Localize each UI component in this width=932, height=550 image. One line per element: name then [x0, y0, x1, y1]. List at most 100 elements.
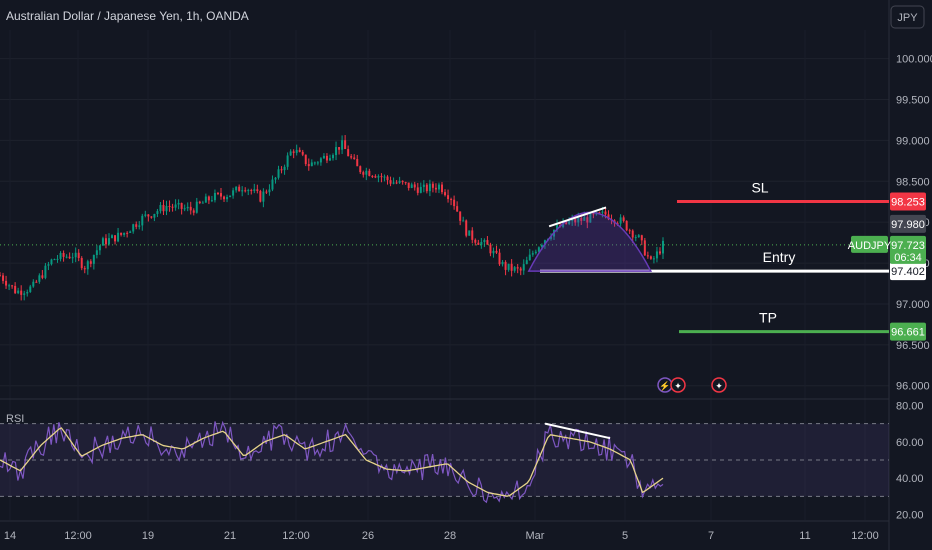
candle-body [86, 261, 89, 270]
candle-body [468, 230, 471, 236]
candle-body [592, 213, 595, 215]
candle-body [577, 217, 580, 223]
candle-body [477, 242, 480, 245]
candle-body [174, 204, 177, 208]
candle-body [374, 176, 377, 178]
candle-body [83, 268, 86, 270]
candle-body [186, 206, 189, 209]
rsi-tick: 60.00 [896, 437, 924, 449]
candle-body [80, 257, 83, 269]
currency-button[interactable]: JPY [890, 5, 925, 29]
au-flag-icon-glyph: ✦ [674, 381, 682, 391]
candle-body [89, 261, 92, 264]
candle-body [556, 225, 559, 230]
last-price-tag: 97.723 [891, 240, 925, 252]
candle-body [504, 261, 507, 270]
price-tags: 98.253 97.402 96.661 97.980 97.72306:34AUDJP… [848, 192, 926, 341]
au-flag-icon-marker[interactable]: ✦ [670, 377, 686, 393]
candle-body [598, 212, 601, 214]
candle-body [235, 186, 238, 191]
candle-body [74, 252, 77, 258]
candle-body [295, 149, 298, 153]
candle-body [274, 177, 277, 180]
candle-body [646, 255, 649, 257]
rsi-divergence-line [544, 422, 611, 440]
candle-body [444, 192, 447, 196]
candle-body [17, 290, 20, 294]
candle-body [135, 224, 138, 227]
candle-body [301, 151, 304, 155]
candle-body [447, 195, 450, 200]
candle-body [216, 192, 219, 194]
candle-body [353, 157, 356, 159]
candle-body [123, 232, 126, 235]
candle-body [410, 184, 413, 188]
candle-body [0, 275, 1, 277]
candle-body [32, 281, 35, 287]
price-tick: 98.500 [896, 176, 930, 188]
candle-body [316, 162, 319, 164]
candle-body [365, 170, 368, 175]
candle-body [456, 206, 459, 212]
candle-body [462, 220, 465, 222]
time-tick: 12:00 [64, 530, 92, 542]
candle-body [189, 206, 192, 211]
candle-body [619, 217, 622, 224]
candle-body [655, 251, 658, 259]
candle-body [77, 252, 80, 258]
candle-body [150, 216, 153, 218]
symbol-badge: AUDJPY [848, 240, 892, 252]
candle-body [368, 170, 371, 176]
candle-body [47, 264, 50, 266]
candle-body [441, 184, 443, 193]
price-tick: 99.000 [896, 135, 930, 147]
au-flag-icon-marker[interactable]: ✦ [711, 377, 727, 393]
event-markers[interactable]: ⚡ ✦ ✦ [657, 377, 727, 393]
candle-body [350, 156, 353, 158]
candle-body [283, 166, 286, 171]
candle-body [95, 250, 98, 256]
time-tick: 12:00 [851, 530, 879, 542]
candle-body [459, 211, 462, 221]
candle-body [229, 195, 232, 197]
time-tick: 5 [622, 530, 628, 542]
grid [0, 30, 889, 520]
price-tick: 97.000 [896, 299, 930, 311]
candle-body [395, 182, 398, 184]
candle-body [210, 200, 213, 202]
panes [0, 0, 890, 550]
price-tick: 96.000 [896, 381, 930, 393]
candle-body [359, 166, 362, 173]
candle-body [253, 189, 256, 191]
candle-body [568, 220, 571, 225]
candle-body [510, 263, 513, 271]
candle-body [5, 280, 8, 286]
candle-body [341, 140, 344, 150]
candle-body [313, 162, 316, 164]
candle-body [171, 206, 174, 208]
lightning-icon-marker[interactable]: ⚡ [657, 377, 673, 393]
time-tick: 11 [799, 530, 810, 542]
candle-body [165, 205, 168, 212]
candle-body [265, 191, 268, 193]
au-flag-icon [670, 377, 686, 393]
candle-body [50, 259, 53, 265]
candle-body [56, 258, 59, 260]
candle-body [525, 260, 528, 265]
candle-body [38, 275, 41, 282]
rsi-line [0, 420, 664, 504]
candle-body [62, 252, 65, 257]
candle-body [540, 244, 543, 248]
candle-body [377, 176, 380, 178]
candle-body [238, 186, 241, 192]
candle-body [489, 244, 492, 254]
candle-body [156, 211, 159, 214]
candle-body [8, 285, 11, 287]
candle-body [453, 199, 456, 207]
candle-body [292, 151, 295, 153]
candle-body [392, 182, 395, 184]
rsi-tick: 20.00 [896, 510, 924, 522]
candle-body [277, 169, 280, 178]
candle-body [244, 190, 247, 192]
